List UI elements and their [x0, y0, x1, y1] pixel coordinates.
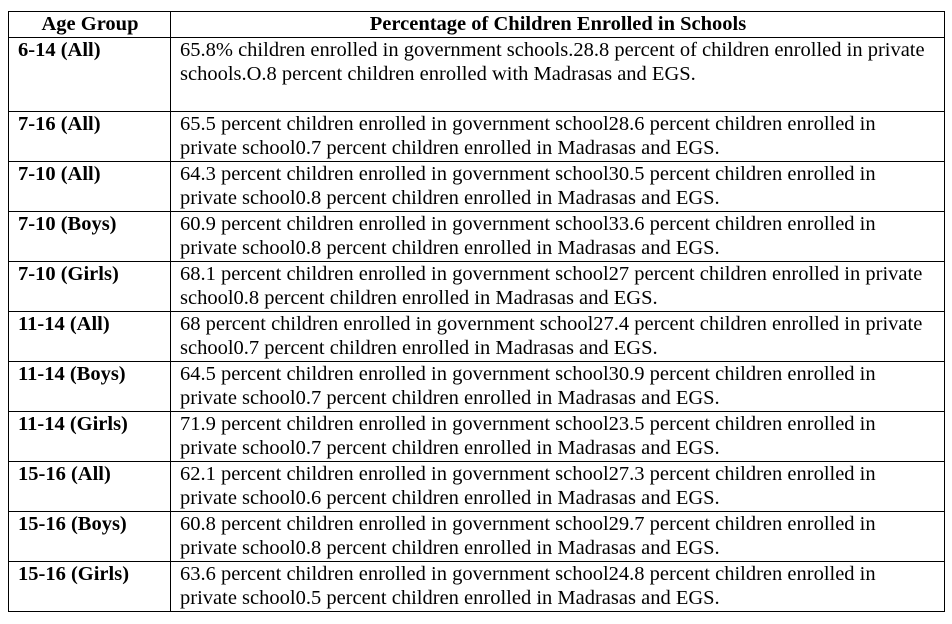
table-header-row: Age Group Percentage of Children Enrolle…: [8, 11, 945, 38]
age-group-cell: 7-10 (Girls): [8, 260, 171, 312]
header-age-group: Age Group: [8, 11, 171, 38]
age-group-cell: 6-14 (All): [8, 36, 171, 112]
enrollment-description-cell: 63.6 percent children enrolled in govern…: [170, 560, 945, 612]
enrollment-description-cell: 65.5 percent children enrolled in govern…: [170, 110, 945, 162]
table-row: 15-16 (All) 62.1 percent children enrolle…: [8, 460, 945, 512]
table-row: 11-14 (Girls) 71.9 percent children enrol…: [8, 410, 945, 462]
enrollment-table: Age Group Percentage of Children Enrolle…: [8, 11, 945, 612]
table-row: 7-10 (All) 64.3 percent children enrolled…: [8, 160, 945, 212]
table-row: 11-14 (Boys) 64.5 percent children enroll…: [8, 360, 945, 412]
age-group-cell: 11-14 (All): [8, 310, 171, 362]
enrollment-description-cell: 60.8 percent children enrolled in govern…: [170, 510, 945, 562]
age-group-cell: 7-10 (Boys): [8, 210, 171, 262]
enrollment-description-cell: 68 percent children enrolled in governme…: [170, 310, 945, 362]
age-group-cell: 15-16 (Boys): [8, 510, 171, 562]
enrollment-description-cell: 68.1 percent children enrolled in govern…: [170, 260, 945, 312]
age-group-cell: 11-14 (Girls): [8, 410, 171, 462]
enrollment-description-cell: 71.9 percent children enrolled in govern…: [170, 410, 945, 462]
table-row: 7-10 (Boys) 60.9 percent children enrolle…: [8, 210, 945, 262]
table-row: 6-14 (All) 65.8% children enrolled in gov…: [8, 36, 945, 112]
age-group-cell: 7-16 (All): [8, 110, 171, 162]
age-group-cell: 15-16 (Girls): [8, 560, 171, 612]
table-row: 15-16 (Boys) 60.8 percent children enroll…: [8, 510, 945, 562]
table-row: 15-16 (Girls) 63.6 percent children enrol…: [8, 560, 945, 612]
age-group-cell: 15-16 (All): [8, 460, 171, 512]
enrollment-description-cell: 64.5 percent children enrolled in govern…: [170, 360, 945, 412]
table-row: 7-16 (All) 65.5 percent children enrolled…: [8, 110, 945, 162]
age-group-cell: 11-14 (Boys): [8, 360, 171, 412]
enrollment-description-cell: 60.9 percent children enrolled in govern…: [170, 210, 945, 262]
enrollment-description-cell: 62.1 percent children enrolled in govern…: [170, 460, 945, 512]
table-row: 7-10 (Girls) 68.1 percent children enroll…: [8, 260, 945, 312]
table-body: 6-14 (All) 65.8% children enrolled in gov…: [8, 36, 945, 612]
enrollment-description-cell: 65.8% children enrolled in government sc…: [170, 36, 945, 112]
header-percentage: Percentage of Children Enrolled in Schoo…: [170, 11, 945, 38]
age-group-cell: 7-10 (All): [8, 160, 171, 212]
table-row: 11-14 (All) 68 percent children enrolled …: [8, 310, 945, 362]
enrollment-description-cell: 64.3 percent children enrolled in govern…: [170, 160, 945, 212]
